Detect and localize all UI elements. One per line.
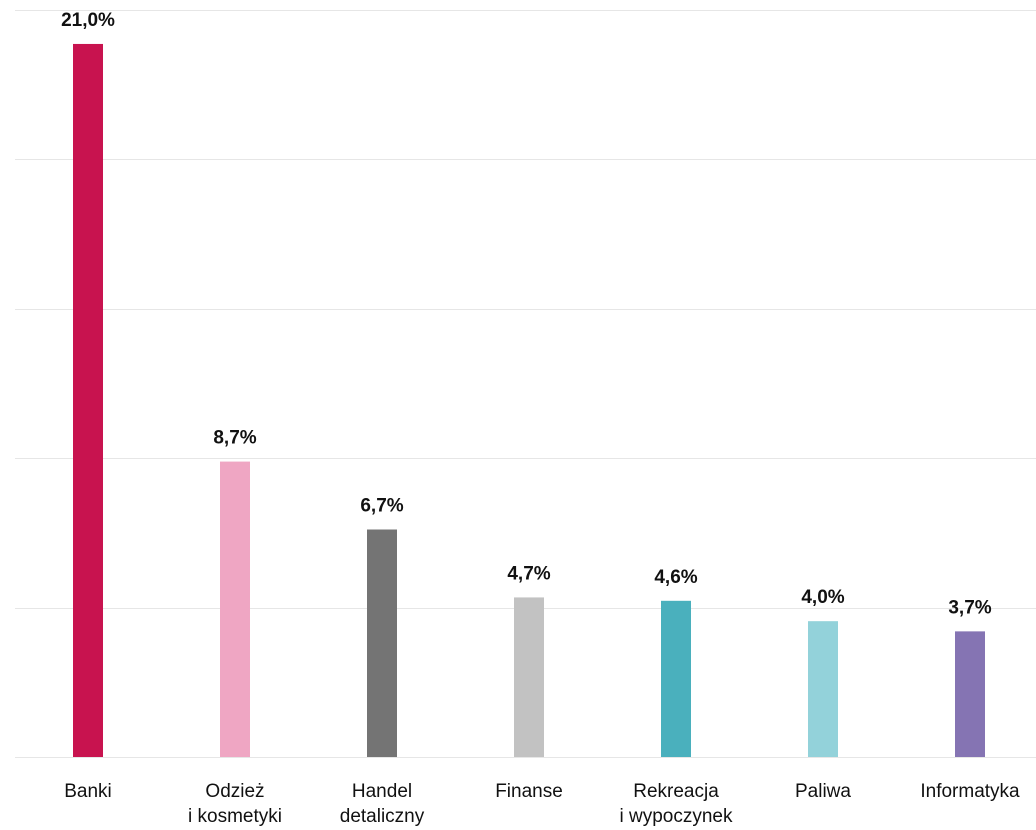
bar <box>514 597 544 757</box>
data-label: 4,6% <box>654 567 697 588</box>
data-label: 4,0% <box>801 587 844 608</box>
bars <box>73 43 985 758</box>
bar <box>73 43 103 758</box>
value-labels: 21,0% 8,7% 6,7% 4,7% 4,6% 4,0% 3,7% <box>61 10 992 618</box>
tick-label: Informatyka <box>920 781 1020 802</box>
data-label: 3,7% <box>948 597 991 618</box>
bar <box>367 529 397 757</box>
bar <box>808 621 838 757</box>
data-label: 21,0% <box>61 10 115 31</box>
tick-label: Banki <box>64 781 112 802</box>
bar <box>661 600 691 757</box>
tick-label: Rekreacja i wypoczynek <box>620 781 733 827</box>
data-label: 6,7% <box>360 496 403 517</box>
data-label: 4,7% <box>507 563 550 584</box>
bar <box>220 461 250 757</box>
data-label: 8,7% <box>213 428 256 449</box>
tick-label: Finanse <box>495 781 563 802</box>
category-labels: Banki Odzież i kosmetyki Handel detaliczny Fi… <box>64 781 1020 827</box>
tick-label: Paliwa <box>795 781 851 802</box>
tick-label: Handel detaliczny <box>340 781 425 827</box>
bar <box>955 631 985 757</box>
tick-label: Odzież i kosmetyki <box>188 781 282 827</box>
